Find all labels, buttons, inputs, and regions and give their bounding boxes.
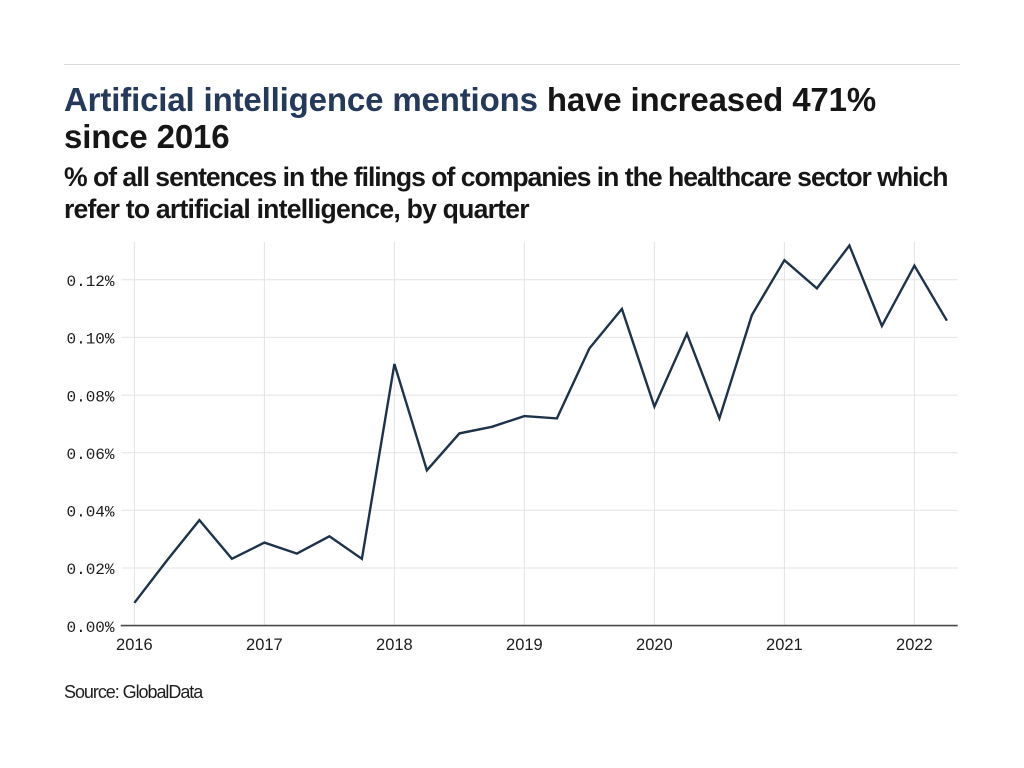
svg-text:2020: 2020 [636, 636, 673, 654]
svg-text:2016: 2016 [116, 636, 153, 654]
svg-text:0.00%: 0.00% [66, 619, 114, 637]
svg-text:0.08%: 0.08% [66, 388, 114, 406]
svg-text:0.04%: 0.04% [66, 504, 114, 522]
svg-text:2022: 2022 [896, 636, 933, 654]
svg-text:2017: 2017 [246, 636, 283, 654]
svg-text:0.12%: 0.12% [66, 273, 114, 291]
svg-text:2018: 2018 [376, 636, 413, 654]
svg-text:2021: 2021 [766, 636, 803, 654]
svg-text:0.02%: 0.02% [66, 561, 114, 579]
svg-text:2019: 2019 [506, 636, 543, 654]
svg-text:0.06%: 0.06% [66, 446, 114, 464]
svg-text:0.10%: 0.10% [66, 331, 114, 349]
